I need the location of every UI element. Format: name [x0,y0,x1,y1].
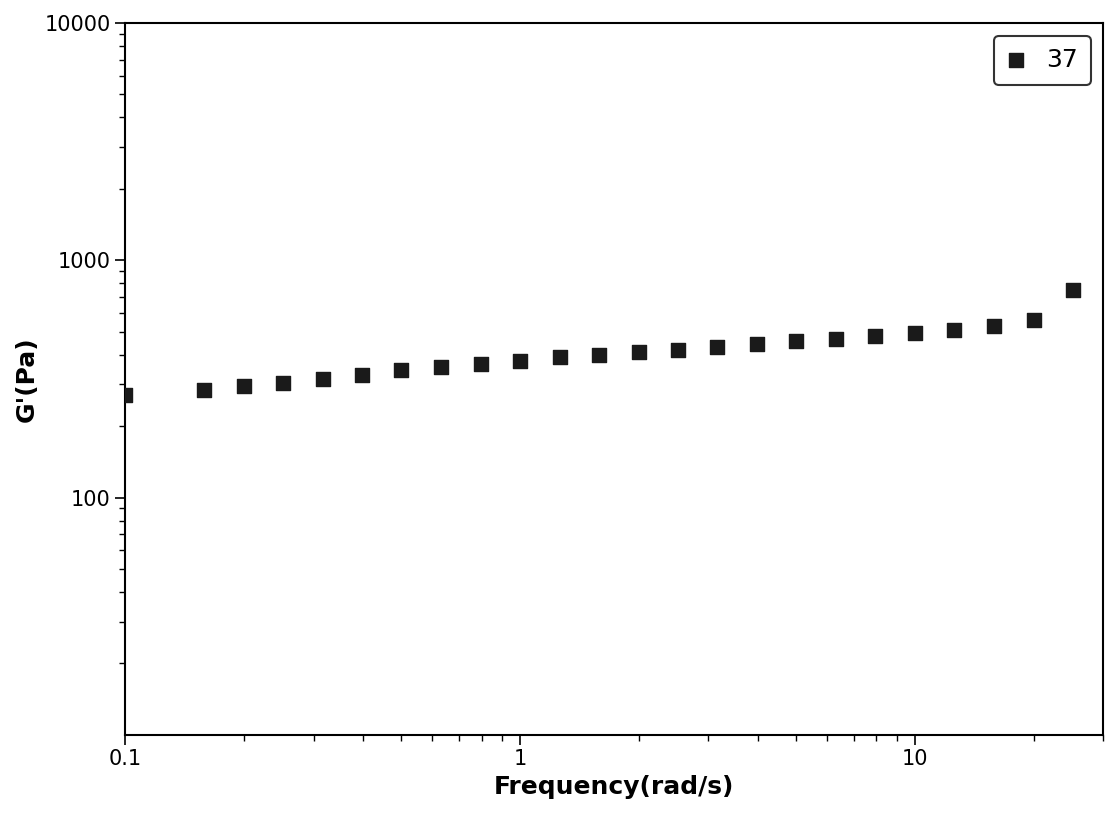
Point [1024,313,1042,326]
Point [353,368,371,381]
Point [787,335,805,348]
Point [1063,283,1081,296]
Point [827,332,845,345]
X-axis label: Frequency(rad/s): Frequency(rad/s) [494,775,735,799]
Point [906,326,923,339]
Point [195,383,212,396]
Point [629,346,647,359]
Point [433,361,451,374]
Point [866,330,884,343]
Point [235,379,253,392]
Y-axis label: G'(Pa): G'(Pa) [15,336,39,422]
Point [274,376,292,389]
Point [116,389,134,402]
Point [748,338,766,351]
Point [590,348,608,361]
Point [511,354,529,367]
Point [314,373,332,386]
Point [945,323,963,336]
Point [392,363,410,376]
Point [472,357,490,370]
Point [709,341,727,354]
Legend: 37: 37 [994,36,1090,85]
Point [985,319,1003,332]
Point [550,351,568,364]
Point [669,344,686,357]
